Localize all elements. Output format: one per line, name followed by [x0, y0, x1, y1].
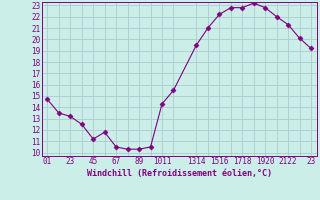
X-axis label: Windchill (Refroidissement éolien,°C): Windchill (Refroidissement éolien,°C) [87, 169, 272, 178]
